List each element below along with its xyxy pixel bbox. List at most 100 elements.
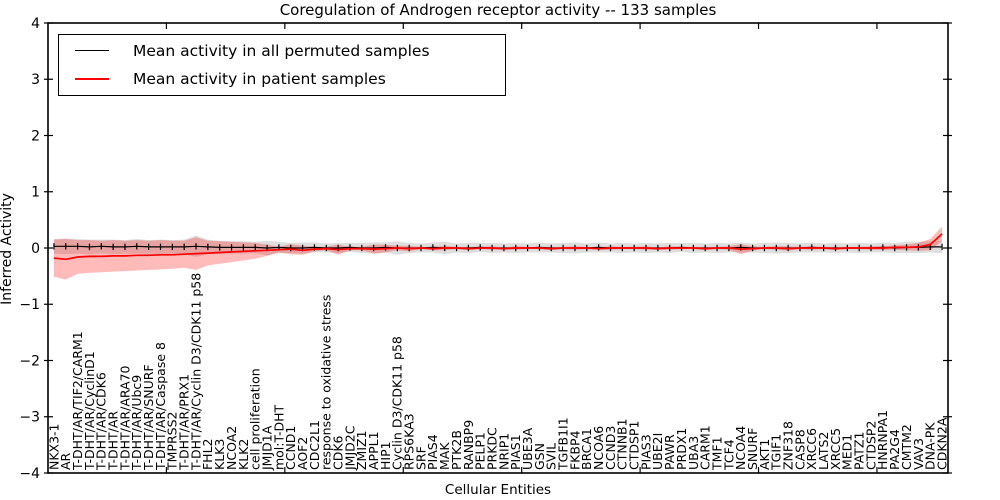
entity-label: TGIF1 bbox=[769, 434, 784, 471]
entity-label: FKBP4 bbox=[567, 430, 582, 470]
legend-label-patient: Mean activity in patient samples bbox=[133, 70, 386, 89]
entity-label: CCND1 bbox=[283, 426, 298, 470]
legend-label-permuted: Mean activity in all permuted samples bbox=[133, 41, 430, 60]
entity-label: PELP1 bbox=[473, 432, 488, 470]
x-axis-label: Cellular Entities bbox=[444, 482, 552, 498]
svg-text:1: 1 bbox=[31, 185, 40, 201]
entity-label: TMF1 bbox=[709, 436, 724, 471]
entity-label: NCOA6 bbox=[591, 426, 606, 470]
entity-label: KLK3 bbox=[212, 439, 227, 470]
permuted-std-band bbox=[53, 235, 943, 257]
entity-label: UBE3A bbox=[520, 427, 535, 470]
entity-label: SNURF bbox=[745, 428, 760, 470]
entity-label: GSN bbox=[532, 443, 547, 470]
legend-entry-permuted: Mean activity in all permuted samples bbox=[59, 38, 505, 64]
entity-label: HNRNPA1 bbox=[875, 410, 890, 470]
entity-label: JMJD1A bbox=[259, 425, 274, 471]
entity-label: HIP1 bbox=[378, 441, 393, 470]
red-line-sample-icon bbox=[75, 78, 109, 81]
patient-mean-line bbox=[53, 233, 943, 261]
entity-label: CMTM2 bbox=[899, 424, 914, 470]
entity-label: T-DHT/AR/Caspase 8 bbox=[153, 342, 168, 471]
y-ticks bbox=[44, 22, 952, 474]
entity-label: MAK bbox=[437, 442, 452, 470]
entity-label: TCF4 bbox=[721, 439, 736, 471]
svg-text:−4: −4 bbox=[19, 466, 40, 482]
entity-label: T-DHT/AR/CyclinD1 bbox=[82, 351, 97, 471]
entity-label: XRCC5 bbox=[828, 428, 843, 470]
entity-label: VAV3 bbox=[911, 438, 926, 470]
entity-label: T-DHT/AR/Cyclin D3/CDK11 p58 bbox=[188, 273, 203, 471]
entity-label: CDC2L1 bbox=[307, 420, 322, 470]
entity-label: JMJD2C bbox=[342, 425, 357, 471]
chart-title: Coregulation of Androgen receptor activi… bbox=[279, 1, 717, 19]
entity-label: APPL1 bbox=[366, 431, 381, 470]
entity-label: AR bbox=[58, 452, 73, 470]
entity-label: CTDSP1 bbox=[627, 421, 642, 470]
entity-label: NCOA4 bbox=[733, 426, 748, 470]
entity-label: PAWR bbox=[662, 434, 677, 470]
entity-label: CTNNB1 bbox=[615, 418, 630, 470]
entity-label: XRCC6 bbox=[804, 428, 819, 470]
svg-text:2: 2 bbox=[31, 128, 40, 144]
entity-label: TGFB1I1 bbox=[556, 417, 571, 471]
entity-label: Cyclin D3/CDK11 p58 bbox=[390, 336, 405, 470]
entity-label: KLK2 bbox=[236, 439, 251, 470]
entity-label: ZMIZ1 bbox=[354, 430, 369, 470]
legend: Mean activity in all permuted samples Me… bbox=[58, 34, 506, 96]
entity-label: SVIL bbox=[544, 443, 559, 470]
entity-label: PIAS1 bbox=[508, 434, 523, 470]
legend-entry-patient: Mean activity in patient samples bbox=[59, 66, 505, 92]
entity-label: NRIP1 bbox=[496, 433, 511, 470]
entity-label: T-DHT/AR/Ubc9 bbox=[129, 375, 144, 471]
svg-text:−3: −3 bbox=[19, 410, 40, 426]
entity-label: AKT1 bbox=[757, 439, 772, 470]
entity-label: DNA-PK bbox=[923, 422, 938, 470]
entity-label: PIAS3 bbox=[638, 434, 653, 470]
entity-label: RPS6KA3 bbox=[402, 413, 417, 470]
entity-label: cell proliferation bbox=[248, 368, 263, 470]
entity-label: CCND3 bbox=[603, 426, 618, 470]
entity-label: CARM1 bbox=[698, 425, 713, 470]
entity-label: PA2G4 bbox=[887, 429, 902, 470]
entity-label: PRKDC bbox=[484, 427, 499, 470]
y-tick-labels: 4 3 2 1 0 −1 −2 −3 −4 bbox=[19, 16, 40, 482]
entity-label: NKX3-1 bbox=[46, 423, 61, 470]
entity-label: T-DHT/AR/SNURF bbox=[141, 364, 156, 471]
entity-label: FHL2 bbox=[200, 438, 215, 470]
entity-label: TMPRSS2 bbox=[165, 412, 180, 471]
entity-label: response to oxidative stress bbox=[319, 295, 334, 470]
y-axis-label: Inferred Activity bbox=[0, 193, 15, 305]
svg-text:−1: −1 bbox=[19, 297, 40, 313]
entity-label: UBE2I bbox=[650, 433, 665, 470]
entity-label: RANBP9 bbox=[461, 420, 476, 470]
svg-text:−2: −2 bbox=[19, 353, 40, 369]
entity-label: T-DHT/AR/TIF2/CARM1 bbox=[70, 331, 85, 471]
svg-text:0: 0 bbox=[31, 241, 40, 257]
entity-label: SRF bbox=[413, 446, 428, 470]
entity-label: CDKN2A bbox=[934, 417, 949, 470]
entity-label: T-DHT/AR/ARA70 bbox=[117, 365, 132, 471]
entity-label: T-DHT/AR/PRX1 bbox=[177, 374, 192, 471]
entity-label: PATZ1 bbox=[852, 432, 867, 470]
entity-label: PTK2B bbox=[449, 430, 464, 470]
entity-label: CTDSP2 bbox=[863, 421, 878, 470]
entity-label: T-DHT/AR bbox=[106, 411, 121, 471]
entity-label: NCOA2 bbox=[224, 426, 239, 470]
entity-label: CASP8 bbox=[792, 429, 807, 470]
entity-label: UBA3 bbox=[686, 436, 701, 470]
svg-text:4: 4 bbox=[31, 16, 40, 32]
entity-label: BRCA1 bbox=[579, 428, 594, 470]
x-tick-labels: NKX3-1ART-DHT/AR/TIF2/CARM1T-DHT/AR/Cycl… bbox=[46, 273, 949, 471]
entity-label: PRDX1 bbox=[674, 428, 689, 470]
entity-label: ZNF318 bbox=[781, 421, 796, 470]
entity-label: LATS2 bbox=[816, 432, 831, 470]
x-ticks bbox=[165, 23, 878, 473]
entity-label: CDK6 bbox=[331, 435, 346, 470]
black-line-sample-icon bbox=[75, 50, 109, 52]
entity-label: MED1 bbox=[840, 434, 855, 470]
entity-label: mol:T-DHT bbox=[271, 404, 286, 470]
entity-label: PIAS4 bbox=[425, 434, 440, 470]
entity-label: AOF2 bbox=[295, 437, 310, 470]
